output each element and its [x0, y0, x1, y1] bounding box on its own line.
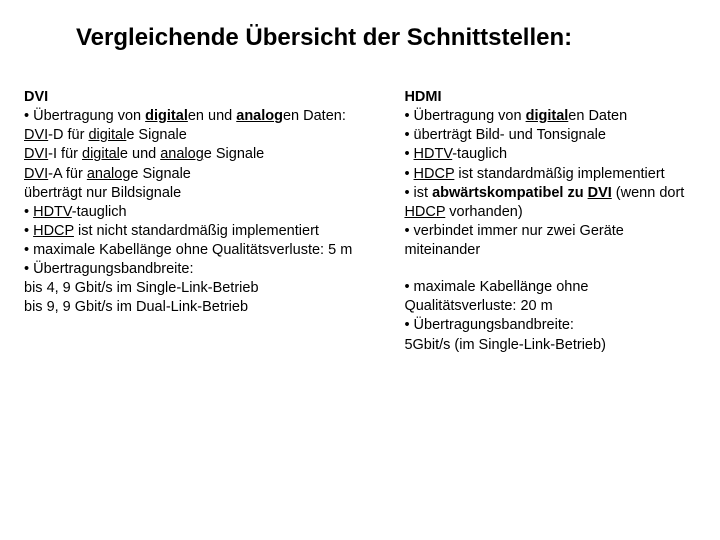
hdmi-line: • HDTV-tauglich	[404, 145, 696, 164]
hdmi-line: • verbindet immer nur zwei Geräte mitein…	[404, 222, 696, 260]
dvi-line: • HDCP ist nicht standardmäßig implement…	[24, 222, 354, 241]
hdmi-line: • Übertragung von digitalen Daten	[404, 107, 696, 126]
dvi-line: überträgt nur Bildsignale	[24, 184, 354, 203]
page-title: Vergleichende Übersicht der Schnittstell…	[0, 0, 720, 52]
hdmi-line: • überträgt Bild- und Tonsignale	[404, 126, 696, 145]
hdmi-heading: HDMI	[404, 88, 696, 107]
dvi-line: • HDTV-tauglich	[24, 203, 354, 222]
hdmi-line: • Übertragungsbandbreite:	[404, 316, 696, 335]
dvi-line: DVI-D für digitale Signale	[24, 126, 354, 145]
dvi-line: DVI-A für analoge Signale	[24, 165, 354, 184]
dvi-line: • Übertragungsbandbreite:	[24, 260, 354, 279]
spacer	[404, 260, 696, 278]
hdmi-line: • maximale Kabellänge ohne Qualitätsverl…	[404, 278, 696, 316]
dvi-line: • maximale Kabellänge ohne Qualitätsverl…	[24, 241, 354, 260]
dvi-line: bis 4, 9 Gbit/s im Single-Link-Betrieb	[24, 279, 354, 298]
column-dvi: DVI • Übertragung von digitalen und anal…	[24, 88, 354, 355]
hdmi-line: • HDCP ist standardmäßig implementiert	[404, 165, 696, 184]
hdmi-line: 5Gbit/s (im Single-Link-Betrieb)	[404, 336, 696, 355]
dvi-line: DVI-I für digitale und analoge Signale	[24, 145, 354, 164]
dvi-heading: DVI	[24, 88, 354, 107]
dvi-line: bis 9, 9 Gbit/s im Dual-Link-Betrieb	[24, 298, 354, 317]
dvi-line: • Übertragung von digitalen und analogen…	[24, 107, 354, 126]
columns: DVI • Übertragung von digitalen und anal…	[0, 52, 720, 355]
slide: Vergleichende Übersicht der Schnittstell…	[0, 0, 720, 540]
hdmi-line: • ist abwärtskompatibel zu DVI (wenn dor…	[404, 184, 696, 222]
column-hdmi: HDMI • Übertragung von digitalen Daten •…	[404, 88, 696, 355]
